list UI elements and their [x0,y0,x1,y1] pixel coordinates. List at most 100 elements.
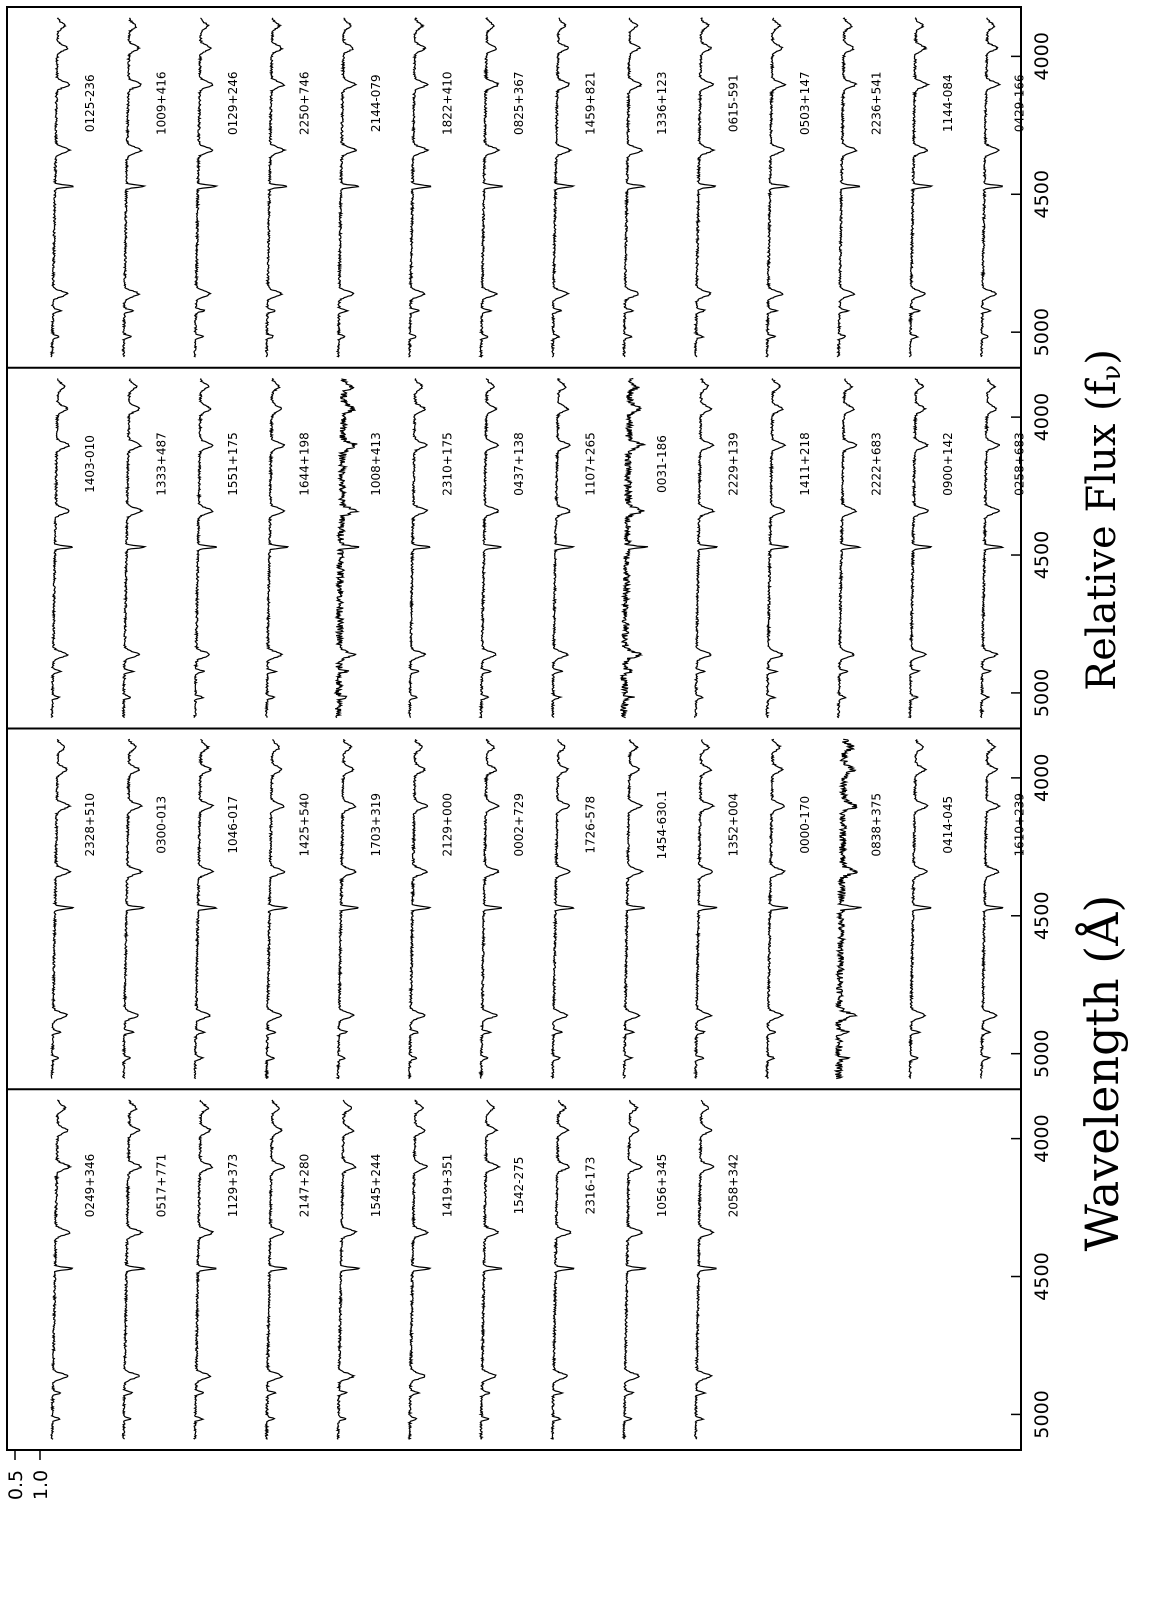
spectrum-line [478,1099,503,1440]
spectrum-line [978,378,1005,719]
spectrum-line [121,378,148,719]
spectrum-line [192,1099,217,1440]
spectrum-line [335,17,360,358]
x-tick-label: 4500 [1031,892,1053,940]
spectrum-line [478,378,502,719]
star-label: 0900+142 [941,432,955,496]
star-label: 2222+683 [870,432,884,496]
spectrum-line [765,378,789,719]
spectrum-line [192,378,217,718]
spectrum-line [407,739,432,1080]
star-label: 1454-630.1 [655,790,669,859]
x-tick-label: 5000 [1031,1029,1053,1077]
star-label: 0517+771 [155,1154,169,1218]
x-tick-label: 5000 [1031,1390,1053,1438]
star-label: 1129+373 [226,1154,240,1218]
flux-ticks: 1.00.5 [5,1450,52,1500]
star-label: 1542-275 [512,1157,526,1215]
x-tick-label: 4000 [1031,32,1053,80]
spectrum-line [407,1099,432,1440]
star-label: 0031-186 [655,435,669,493]
spectrum-line [550,377,576,718]
star-label: 0414-045 [941,796,955,854]
spectrum-line [407,17,432,358]
x-tick-label: 4000 [1031,754,1053,802]
star-label: 1703+319 [369,793,383,857]
spectrum-line [908,739,932,1079]
spectrum-line [193,17,219,358]
x-tick-label: 4500 [1031,170,1053,218]
star-label: 1046-017 [226,796,240,854]
star-label: 1352+004 [727,793,741,857]
star-label: 0615-591 [727,74,741,132]
x-tick-label: 4000 [1031,393,1053,441]
star-label: 0300-013 [155,796,169,854]
spectrum-line [692,739,718,1079]
star-label: 0838+375 [870,793,884,857]
x-tick-label: 5000 [1031,308,1053,356]
star-label: 1726-578 [584,796,598,854]
spectrum-line [550,17,576,358]
star-label: 1644+198 [298,432,312,496]
x-tick-label: 4500 [1031,531,1053,579]
spectrum-line [407,378,431,719]
spectrum-line [550,738,575,1079]
star-label: 1336+123 [655,72,669,136]
spectrum-line [833,738,862,1080]
x-tick-label: 5000 [1031,669,1053,717]
spectrum-line [264,377,290,718]
star-label: 0429-166 [1013,74,1027,132]
star-label: 1333+487 [155,432,169,496]
spectrum-line [264,17,288,358]
spectrum-line [764,738,789,1079]
x-tick-label: 4000 [1031,1114,1053,1162]
spectrum-line [264,1099,288,1440]
spectrum-line [621,17,647,358]
spectrum-line [335,1099,361,1440]
star-label: 1610+239 [1013,793,1027,857]
star-label: 0825+367 [512,72,526,136]
spectrum-line [836,378,862,719]
star-label: 1551+175 [226,432,240,496]
star-label: 2058+342 [727,1154,741,1218]
star-label: 2236+541 [870,72,884,136]
star-label: 2144-079 [369,74,383,132]
spectrum-line [549,1099,575,1440]
spectrum-line [693,377,718,718]
star-label: 2129+000 [441,793,455,857]
wavelength-ticks: 4000 4500 5000 4000 4500 5000 4000 4500 5000 4000… [1011,32,1053,1439]
star-label: 1009+416 [155,72,169,136]
star-label: 2147+280 [298,1154,312,1218]
star-label: 1459+821 [584,72,598,136]
y-axis-title: Relative Flux (fν) [1079,349,1127,691]
spectrum-line [619,377,649,719]
star-label: 2310+175 [441,432,455,496]
star-label: 2328+510 [83,793,97,857]
star-label: 1419+351 [441,1154,455,1218]
x-tick-label: 4500 [1031,1252,1053,1300]
spectra-layer [49,17,1005,1440]
spectrum-line [621,1099,647,1440]
spectrum-line [333,378,361,719]
star-label: 2316-173 [584,1157,598,1215]
spectrum-line [836,17,861,358]
star-label: 1411+218 [798,432,812,496]
spectrum-line [907,378,933,719]
panel-separators [7,366,1021,1091]
star-label: 1822+410 [441,72,455,136]
star-label: 1008+413 [369,432,383,496]
star-label: 1545+244 [369,1154,383,1218]
x-axis-title: Wavelength (Å) [1074,895,1129,1252]
spectrum-line [49,738,75,1079]
spectrum-line [478,738,502,1079]
star-label: 1056+345 [655,1154,669,1218]
star-label: 0249+346 [83,1154,97,1218]
spectrum-line [693,1099,717,1440]
star-label: 1403-010 [83,435,97,493]
spectrum-line [907,17,934,358]
star-label: 0437+138 [512,432,526,496]
y-axis-title-sub: ν [1097,365,1127,381]
star-label: 0125-236 [83,74,97,132]
